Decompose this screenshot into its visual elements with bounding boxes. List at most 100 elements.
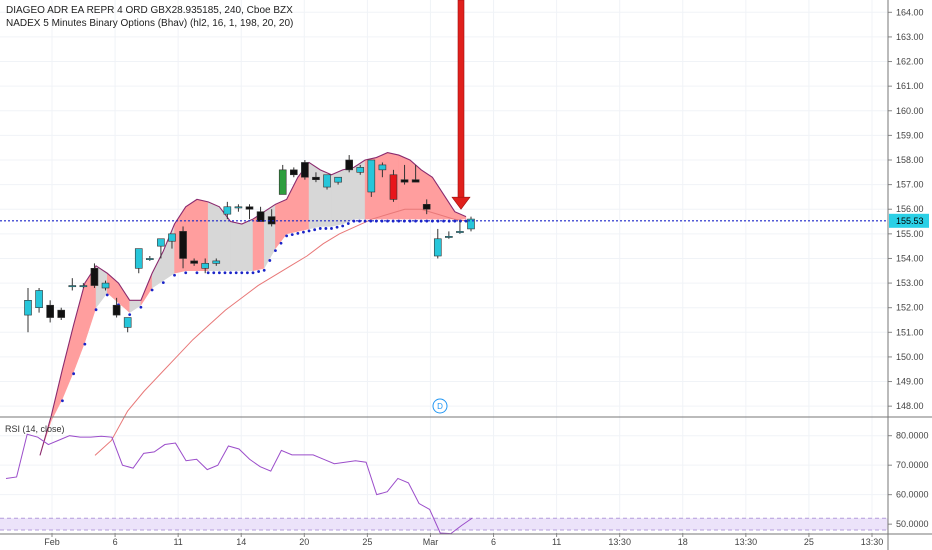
signal-dot xyxy=(195,271,199,275)
candle-body[interactable] xyxy=(46,304,54,318)
candle-body[interactable] xyxy=(422,204,431,210)
signal-dot xyxy=(290,233,294,237)
time-tick-label: 20 xyxy=(299,537,309,547)
symbol-title: DIAGEO ADR EA REPR 4 ORD GBX28.935185, 2… xyxy=(6,5,293,16)
signal-dot xyxy=(139,305,143,309)
signal-dot xyxy=(369,219,373,223)
price-tick-label: 156.00 xyxy=(896,204,924,214)
candle-body[interactable] xyxy=(323,174,331,188)
candle-body[interactable] xyxy=(134,248,143,269)
candle-body[interactable] xyxy=(212,260,221,264)
candle-body[interactable] xyxy=(445,236,453,238)
candle-body[interactable] xyxy=(146,258,154,260)
rsi-band xyxy=(0,518,888,531)
candle-body[interactable] xyxy=(101,282,110,289)
candle-body[interactable] xyxy=(79,285,88,288)
signal-dot xyxy=(240,271,244,275)
signal-dot xyxy=(335,225,339,229)
time-tick-label: 25 xyxy=(362,537,372,547)
signal-dot xyxy=(161,281,165,285)
candle-body[interactable] xyxy=(456,231,464,233)
signal-dot xyxy=(318,227,322,230)
price-tick-label: 155.00 xyxy=(896,229,924,239)
candle-body[interactable] xyxy=(467,218,475,230)
time-tick-label: 11 xyxy=(173,537,182,547)
signal-dot xyxy=(397,219,401,223)
cloud-segment xyxy=(342,167,355,225)
signal-dot xyxy=(105,293,109,297)
candle-body[interactable] xyxy=(389,174,398,200)
rsi-tick-label: 80.0000 xyxy=(896,431,929,441)
cloud-segment xyxy=(241,218,254,272)
candle-body[interactable] xyxy=(245,206,254,210)
candle-body[interactable] xyxy=(24,300,32,316)
signal-dot xyxy=(206,271,210,275)
price-tick-label: 148.00 xyxy=(896,401,924,411)
arrow-head xyxy=(451,196,471,210)
candle-body[interactable] xyxy=(179,231,187,259)
cloud-segment xyxy=(196,199,209,272)
indicator-legend[interactable]: NADEX 5 Minutes Binary Options (Bhav) (h… xyxy=(6,18,294,29)
candle-body[interactable] xyxy=(57,309,66,318)
signal-dot xyxy=(212,271,216,275)
signal-dot xyxy=(324,227,328,230)
candle-body[interactable] xyxy=(433,238,442,257)
candle-body[interactable] xyxy=(367,159,376,193)
rsi-tick-label: 60.0000 xyxy=(896,490,929,500)
candle-body[interactable] xyxy=(289,169,298,176)
signal-dot xyxy=(341,224,345,228)
candle-body[interactable] xyxy=(168,233,176,242)
signal-dot xyxy=(279,241,283,245)
time-tick-label: 14 xyxy=(236,537,246,547)
price-tick-label: 161.00 xyxy=(896,81,924,91)
candle-body[interactable] xyxy=(190,260,198,264)
signal-dot xyxy=(453,219,457,223)
candle-body[interactable] xyxy=(123,317,132,328)
candle-body[interactable] xyxy=(201,263,209,269)
time-tick-label: 6 xyxy=(113,537,118,547)
signal-dot xyxy=(285,234,289,238)
candle-body[interactable] xyxy=(90,268,99,286)
price-tick-label: 157.00 xyxy=(896,180,924,190)
candle-body[interactable] xyxy=(68,285,77,288)
candle-body[interactable] xyxy=(35,290,43,308)
price-tick-label: 152.00 xyxy=(896,303,924,313)
candle-body[interactable] xyxy=(400,179,409,183)
candle-body[interactable] xyxy=(334,176,342,183)
signal-dot xyxy=(223,271,227,275)
signal-dot xyxy=(296,231,300,235)
candle-body[interactable] xyxy=(345,159,353,171)
candle-body[interactable] xyxy=(234,206,243,209)
dividend-marker[interactable]: D xyxy=(432,398,448,414)
cloud-segment xyxy=(185,198,198,272)
candle-body[interactable] xyxy=(112,304,121,316)
candle-body[interactable] xyxy=(356,167,365,173)
candle-body[interactable] xyxy=(223,206,232,215)
signal-dot xyxy=(72,372,76,376)
time-tick-label: 13:30 xyxy=(861,537,884,547)
rsi-legend[interactable]: RSI (14, close) xyxy=(5,424,65,434)
signal-dot xyxy=(313,228,317,232)
candle-body[interactable] xyxy=(256,211,265,222)
time-tick-label: 11 xyxy=(552,537,561,547)
price-tick-label: 158.00 xyxy=(896,155,924,165)
time-tick-label: 13:30 xyxy=(735,537,758,547)
candle-body[interactable] xyxy=(411,179,420,183)
time-tick-label: Feb xyxy=(44,537,60,547)
rsi-line xyxy=(5,433,473,535)
last-price-label-box xyxy=(889,213,929,228)
price-tick-label: 149.00 xyxy=(896,377,924,387)
candle-body[interactable] xyxy=(378,164,387,171)
candle-body[interactable] xyxy=(301,162,309,178)
candle-body[interactable] xyxy=(157,238,165,247)
dividend-marker-circle[interactable] xyxy=(432,398,448,414)
signal-dot xyxy=(274,249,277,253)
price-tick-label: 154.00 xyxy=(896,253,924,263)
candle-body[interactable] xyxy=(278,169,287,195)
signal-dot xyxy=(251,271,255,275)
candle-body[interactable] xyxy=(312,176,320,180)
cloud-segment xyxy=(230,221,243,272)
signal-dot xyxy=(229,271,232,275)
